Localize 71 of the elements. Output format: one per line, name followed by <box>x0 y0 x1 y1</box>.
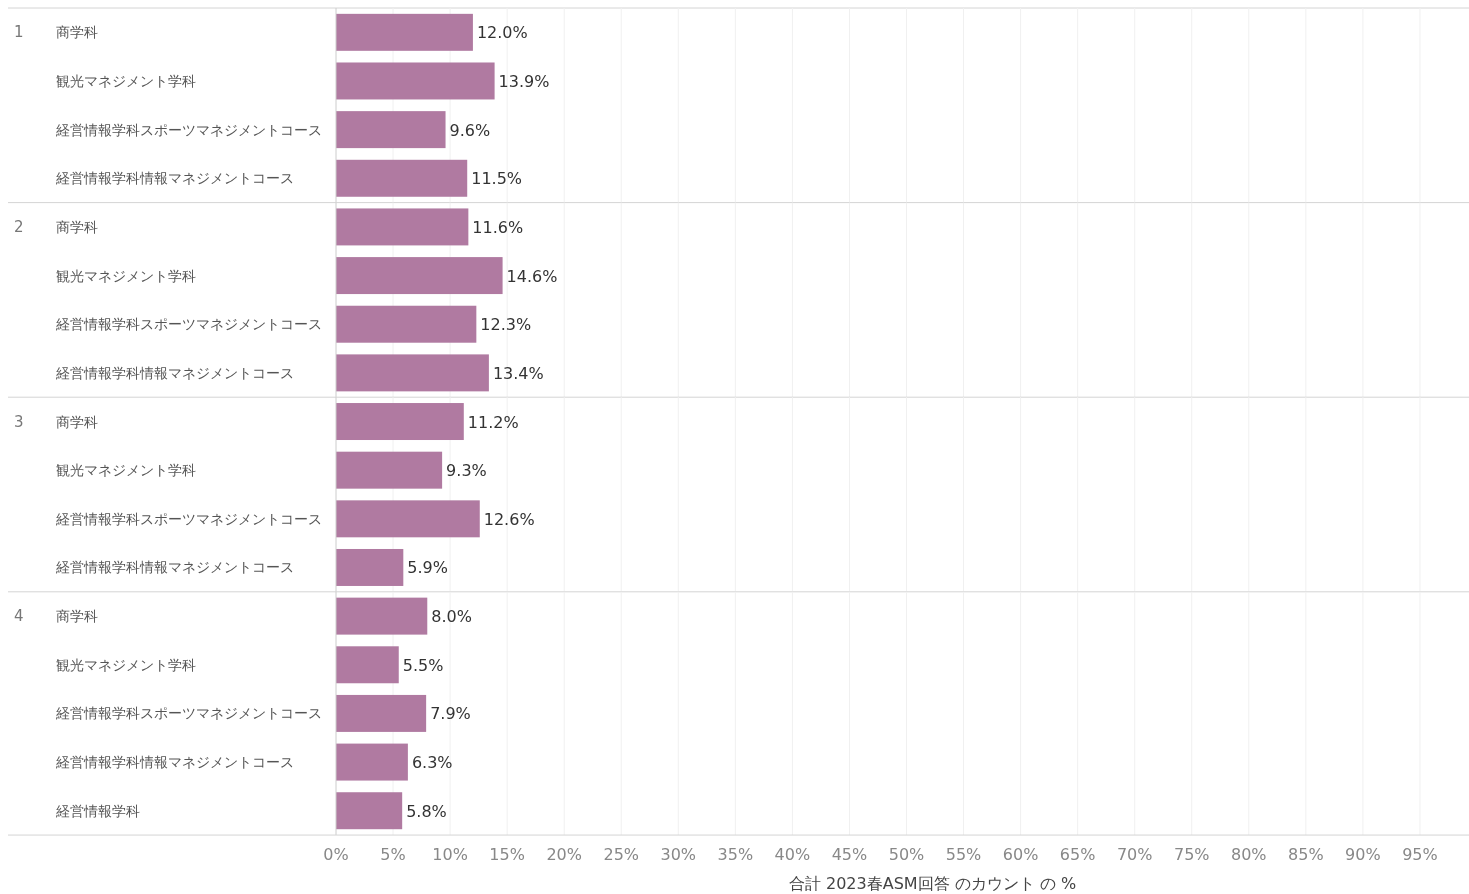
bar <box>336 257 503 295</box>
x-tick-label: 5% <box>380 845 406 865</box>
data-label: 9.6% <box>449 120 491 140</box>
data-label: 13.4% <box>492 363 544 383</box>
x-tick-label: 85% <box>1288 845 1324 865</box>
data-label: 7.9% <box>430 704 471 724</box>
bar <box>336 208 469 246</box>
data-label: 5.8% <box>406 801 447 821</box>
x-tick-label: 90% <box>1345 845 1381 865</box>
data-label: 13.9% <box>498 71 550 91</box>
y-tick-label: 観光マネジメント学科 <box>56 72 196 89</box>
x-tick-label: 0% <box>323 845 349 865</box>
y-tick-label: 観光マネジメント学科 <box>56 267 196 284</box>
y-tick-label: 商学科 <box>56 413 98 430</box>
x-tick-label: 30% <box>660 845 697 865</box>
bar <box>336 111 446 149</box>
x-tick-label: 40% <box>774 845 811 865</box>
x-tick-label: 50% <box>888 845 925 865</box>
bar <box>336 305 477 343</box>
x-tick-label: 15% <box>489 845 525 865</box>
text: 2 <box>14 217 24 236</box>
bar <box>336 62 495 100</box>
data-label: 12.0% <box>476 23 528 43</box>
data-label: 12.6% <box>483 509 535 529</box>
bar <box>336 451 443 489</box>
data-label: 12.3% <box>480 315 532 335</box>
y-tick-label: 経営情報学科スポーツマネジメントコース <box>55 705 322 722</box>
y-tick-label: 経営情報学科情報マネジメントコース <box>55 170 294 187</box>
data-label: 11.6% <box>472 217 524 237</box>
bar <box>336 13 473 51</box>
y-tick-label: 経営情報学科スポーツマネジメントコース <box>55 510 322 527</box>
bar <box>336 500 480 538</box>
y-tick-label: 経営情報学科 <box>55 802 140 819</box>
bar <box>336 403 464 441</box>
x-tick-label: 75% <box>1173 845 1210 865</box>
data-label: 5.5% <box>402 655 444 675</box>
x-tick-label: 55% <box>945 845 982 865</box>
text: 4 <box>14 607 24 626</box>
x-axis-title: 合計 2023春ASM回答 のカウント の % <box>788 874 1077 894</box>
bar <box>336 354 489 392</box>
data-label: 14.6% <box>506 266 558 286</box>
bar <box>336 159 468 197</box>
text: 3 <box>14 412 24 431</box>
text: 1 <box>14 23 24 42</box>
data-label: 11.5% <box>471 169 523 189</box>
y-tick-label: 商学科 <box>56 24 98 41</box>
x-tick-label: 20% <box>546 845 582 865</box>
data-label: 9.3% <box>446 461 487 481</box>
x-tick-label: 45% <box>831 845 868 865</box>
data-label: 8.0% <box>431 607 472 627</box>
y-tick-label: 商学科 <box>56 218 98 235</box>
y-tick-label: 経営情報学科情報マネジメントコース <box>55 364 294 381</box>
y-tick-label: 経営情報学科スポーツマネジメントコース <box>55 121 322 138</box>
data-label: 11.2% <box>467 412 519 432</box>
y-tick-label: 観光マネジメント学科 <box>56 656 196 673</box>
bar <box>336 548 404 586</box>
x-tick-label: 80% <box>1231 845 1267 865</box>
y-tick-label: 経営情報学科情報マネジメントコース <box>55 559 294 576</box>
y-tick-label: 経営情報学科情報マネジメントコース <box>55 754 294 771</box>
x-tick-label: 65% <box>1059 845 1096 865</box>
x-tick-label: 25% <box>603 845 640 865</box>
x-tick-label: 10% <box>432 845 468 865</box>
y-tick-label: 商学科 <box>56 608 98 625</box>
x-tick-label: 70% <box>1116 845 1153 865</box>
y-tick-label: 経営情報学科スポーツマネジメントコース <box>55 316 322 333</box>
data-label: 5.9% <box>407 558 448 578</box>
y-tick-label: 観光マネジメント学科 <box>56 462 196 479</box>
x-tick-label: 95% <box>1402 845 1438 865</box>
data-label: 6.3% <box>411 753 453 773</box>
x-tick-label: 35% <box>717 845 754 865</box>
x-tick-label: 60% <box>1002 845 1039 865</box>
